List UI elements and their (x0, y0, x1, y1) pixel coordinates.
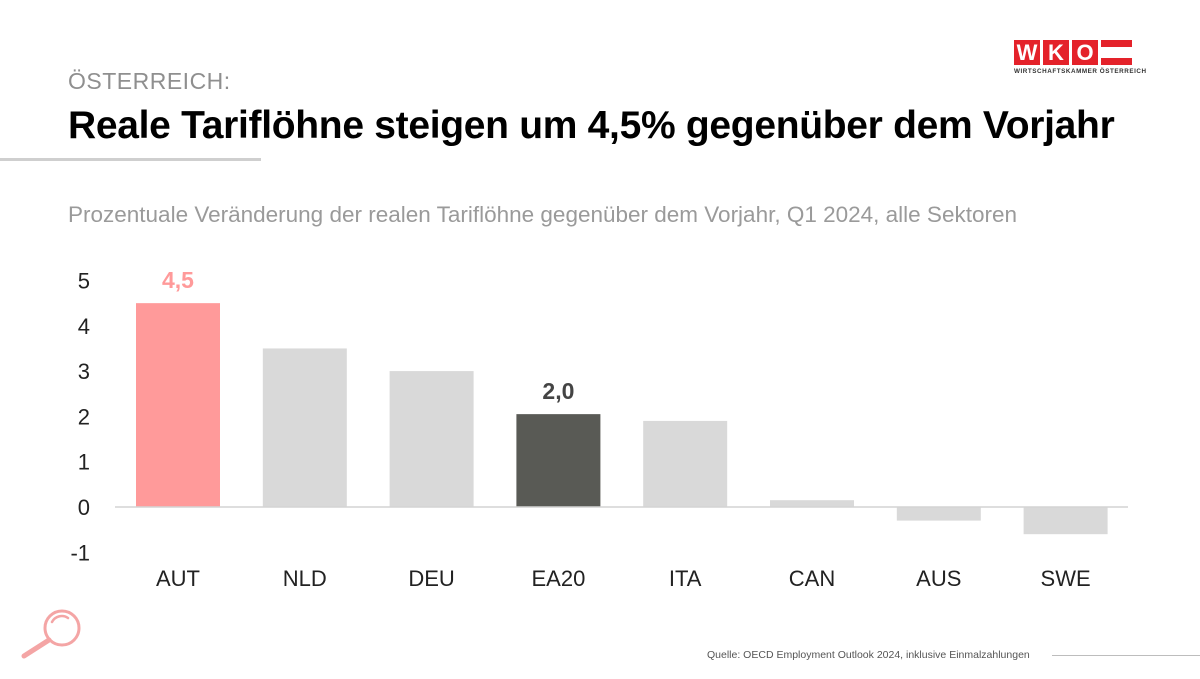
x-tick-label: SWE (1041, 566, 1091, 591)
source-note: Quelle: OECD Employment Outlook 2024, in… (707, 649, 1030, 661)
wko-logo: W K O WIRTSCHAFTSKAMMER ÖSTERREICH (1014, 40, 1147, 80)
y-tick-label: 3 (78, 359, 90, 384)
bar-deu (389, 371, 474, 507)
y-tick-label: 4 (78, 314, 90, 339)
x-tick-label: NLD (283, 566, 327, 591)
x-tick-label: CAN (789, 566, 835, 591)
logo-subtitle: WIRTSCHAFTSKAMMER ÖSTERREICH (1014, 68, 1147, 75)
x-tick-label: DEU (408, 566, 454, 591)
x-tick-label: ITA (669, 566, 702, 591)
bar-aus (896, 507, 981, 521)
bar-swe (1023, 507, 1108, 535)
data-label-ea20: 2,0 (542, 378, 574, 404)
page-title: Reale Tariflöhne steigen um 4,5% gegenüb… (68, 104, 1115, 147)
bar-ita (643, 420, 728, 507)
logo-letter-w: W (1014, 40, 1040, 65)
y-tick-label: 1 (78, 450, 90, 475)
y-tick-label: 5 (78, 269, 90, 294)
chart-subtitle: Prozentuale Veränderung der realen Tarif… (68, 202, 1017, 227)
bar-nld (262, 348, 347, 507)
y-tick-label: 2 (78, 404, 90, 429)
data-label-aut: 4,5 (162, 267, 194, 293)
x-tick-label: AUT (156, 566, 200, 591)
kicker: ÖSTERREICH: (68, 68, 231, 94)
logo-letter-k: K (1043, 40, 1069, 65)
title-divider (0, 158, 261, 161)
y-tick-label: -1 (70, 540, 90, 565)
bar-aut (136, 303, 220, 507)
magnifier-icon (21, 609, 81, 659)
y-tick-label: 0 (78, 495, 90, 520)
source-divider (1052, 655, 1200, 656)
bar-can (770, 500, 854, 507)
x-tick-label: EA20 (531, 566, 585, 591)
logo-letter-o: O (1072, 40, 1098, 65)
logo-stripes (1101, 40, 1132, 65)
bar-ea20 (516, 414, 601, 507)
x-tick-label: AUS (916, 566, 961, 591)
